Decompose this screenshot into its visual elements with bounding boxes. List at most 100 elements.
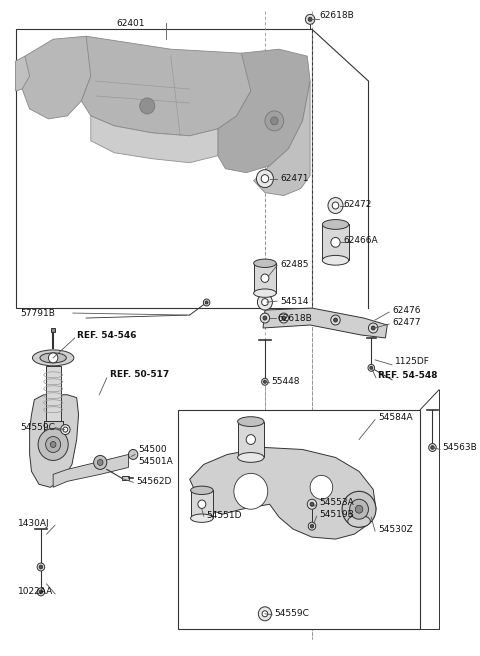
Bar — [238, 422, 264, 457]
Circle shape — [48, 353, 58, 363]
Ellipse shape — [33, 350, 74, 366]
Text: 1022AA: 1022AA — [18, 587, 54, 596]
Polygon shape — [15, 30, 312, 308]
Circle shape — [256, 170, 274, 188]
Text: 57791B: 57791B — [20, 308, 55, 318]
Circle shape — [198, 500, 206, 508]
Text: 62472: 62472 — [343, 200, 372, 209]
Bar — [122, 476, 130, 480]
Text: REF. 50-517: REF. 50-517 — [109, 370, 169, 379]
Circle shape — [97, 459, 103, 465]
Circle shape — [310, 524, 313, 528]
Circle shape — [261, 274, 269, 282]
Circle shape — [334, 318, 337, 322]
Text: 54519B: 54519B — [320, 510, 354, 519]
Ellipse shape — [348, 515, 371, 527]
Circle shape — [282, 316, 286, 320]
Circle shape — [94, 455, 107, 470]
Polygon shape — [30, 395, 79, 487]
Circle shape — [429, 443, 436, 451]
Circle shape — [310, 476, 333, 499]
Polygon shape — [15, 56, 30, 91]
Text: 55448: 55448 — [272, 377, 300, 386]
Ellipse shape — [323, 255, 348, 265]
Polygon shape — [253, 81, 310, 195]
Ellipse shape — [40, 353, 66, 363]
Ellipse shape — [253, 289, 276, 297]
Text: 62476: 62476 — [392, 306, 420, 315]
Text: 54553A: 54553A — [320, 498, 354, 506]
Circle shape — [140, 98, 155, 114]
Ellipse shape — [191, 514, 213, 522]
Polygon shape — [82, 36, 255, 136]
Text: 62401: 62401 — [116, 19, 144, 28]
Text: 1125DF: 1125DF — [395, 358, 430, 366]
Bar — [323, 224, 348, 260]
Ellipse shape — [323, 220, 348, 230]
Circle shape — [50, 441, 56, 447]
Circle shape — [431, 445, 434, 449]
Polygon shape — [263, 308, 387, 338]
Ellipse shape — [238, 453, 264, 462]
Text: REF. 54-548: REF. 54-548 — [378, 371, 437, 380]
Circle shape — [342, 491, 376, 527]
Circle shape — [264, 380, 266, 383]
Circle shape — [246, 435, 255, 444]
Polygon shape — [218, 49, 310, 173]
Circle shape — [37, 588, 45, 596]
Circle shape — [369, 323, 378, 333]
Circle shape — [205, 301, 208, 304]
Circle shape — [279, 313, 288, 323]
Polygon shape — [91, 116, 218, 163]
Ellipse shape — [253, 259, 276, 268]
Polygon shape — [22, 36, 96, 119]
Ellipse shape — [191, 486, 213, 495]
Circle shape — [368, 364, 374, 371]
Circle shape — [262, 379, 268, 385]
Polygon shape — [53, 455, 129, 487]
Text: 54559C: 54559C — [20, 423, 55, 432]
Circle shape — [263, 316, 267, 320]
Circle shape — [262, 611, 268, 617]
Circle shape — [39, 590, 43, 594]
Text: REF. 54-546: REF. 54-546 — [77, 331, 136, 340]
Circle shape — [260, 313, 270, 323]
Bar — [51, 328, 55, 332]
Circle shape — [331, 237, 340, 247]
Text: 54530Z: 54530Z — [378, 525, 413, 533]
Circle shape — [328, 197, 343, 213]
Circle shape — [234, 474, 268, 509]
Circle shape — [261, 174, 269, 182]
Text: 62618B: 62618B — [320, 11, 354, 20]
Text: 62466A: 62466A — [343, 236, 378, 245]
Text: 62618B: 62618B — [277, 314, 312, 323]
Circle shape — [371, 326, 375, 330]
Text: 54501A: 54501A — [138, 457, 173, 466]
Text: 54563B: 54563B — [442, 443, 477, 452]
Circle shape — [37, 563, 45, 571]
Circle shape — [262, 298, 268, 306]
Circle shape — [60, 424, 70, 434]
Circle shape — [63, 427, 68, 432]
Circle shape — [370, 366, 372, 369]
Text: 54584A: 54584A — [378, 413, 412, 422]
Polygon shape — [190, 447, 376, 539]
Text: 54559C: 54559C — [275, 609, 309, 619]
Text: 1430AJ: 1430AJ — [18, 519, 50, 527]
Circle shape — [46, 436, 60, 453]
Circle shape — [308, 522, 316, 530]
Bar — [191, 490, 213, 518]
Circle shape — [305, 14, 315, 24]
Circle shape — [349, 499, 369, 519]
Bar — [253, 263, 276, 293]
Bar — [46, 366, 60, 420]
Ellipse shape — [238, 417, 264, 426]
Circle shape — [129, 449, 138, 459]
Circle shape — [355, 505, 363, 513]
Circle shape — [38, 428, 68, 461]
Bar — [179, 409, 420, 628]
Circle shape — [331, 315, 340, 325]
Text: 62477: 62477 — [392, 318, 420, 327]
Text: 54500: 54500 — [138, 445, 167, 454]
Circle shape — [257, 294, 273, 310]
